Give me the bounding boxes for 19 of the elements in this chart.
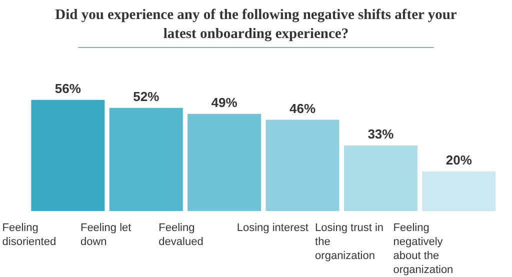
bar	[109, 108, 183, 211]
bar	[188, 114, 262, 211]
data-label: 20%	[446, 152, 472, 168]
bar	[422, 171, 496, 211]
data-label: 46%	[290, 100, 316, 116]
x-tick-label: Feeling disoriented	[2, 222, 56, 248]
data-label: 33%	[368, 126, 394, 142]
chart-title: Did you experience any of the following negative shifts after your latest onboarding experience?	[54, 6, 458, 44]
x-tick-label: Losing interest	[236, 222, 308, 234]
data-label: 56%	[54, 80, 82, 96]
data-label: 52%	[133, 88, 160, 104]
bar	[266, 120, 340, 211]
bar	[344, 146, 418, 211]
x-tick-label: Losing trust in the organization	[315, 222, 387, 262]
x-tick-label: Feeling devalued	[158, 222, 204, 248]
bar	[31, 100, 105, 211]
x-tick-label: Feeling let down	[80, 222, 134, 248]
data-label: 49%	[211, 94, 238, 110]
x-tick-label: Feeling negatively about the organization	[393, 222, 454, 276]
